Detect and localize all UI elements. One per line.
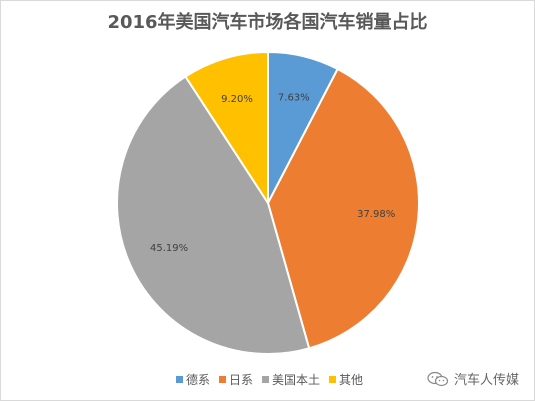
data-label-japanese: 37.98% (357, 209, 395, 220)
legend-label-other: 其他 (339, 373, 364, 387)
chart-title: 2016年美国汽车市场各国汽车销量占比 (107, 12, 428, 33)
pie-slice-us-domestic (116, 75, 311, 355)
legend-item-us-domestic: 美国本土 (262, 371, 320, 388)
legend-item-japanese: 日系 (219, 371, 253, 388)
legend-swatch-german (176, 376, 183, 383)
pie-slice-other (184, 50, 269, 207)
legend-swatch-japanese (219, 376, 227, 383)
legend-swatch-other (329, 376, 337, 383)
data-label-us-domestic: 45.19% (150, 243, 188, 254)
legend-label-german: 德系 (186, 373, 211, 387)
legend-item-other: 其他 (329, 371, 363, 388)
watermark: 汽车人传媒 (427, 369, 519, 388)
legend: 德系 日系 美国本土 其他 (176, 371, 363, 388)
watermark-text: 汽车人传媒 (453, 373, 519, 388)
data-label-german: 7.63% (278, 92, 310, 103)
legend-label-us-domestic: 美国本土 (272, 373, 321, 387)
legend-label-japanese: 日系 (229, 373, 254, 387)
legend-swatch-us-domestic (262, 376, 270, 383)
data-label-other: 9.20% (221, 94, 253, 105)
wechat-icon (427, 371, 449, 386)
pie-slice-japanese (266, 67, 420, 350)
legend-item-german: 德系 (176, 371, 210, 388)
